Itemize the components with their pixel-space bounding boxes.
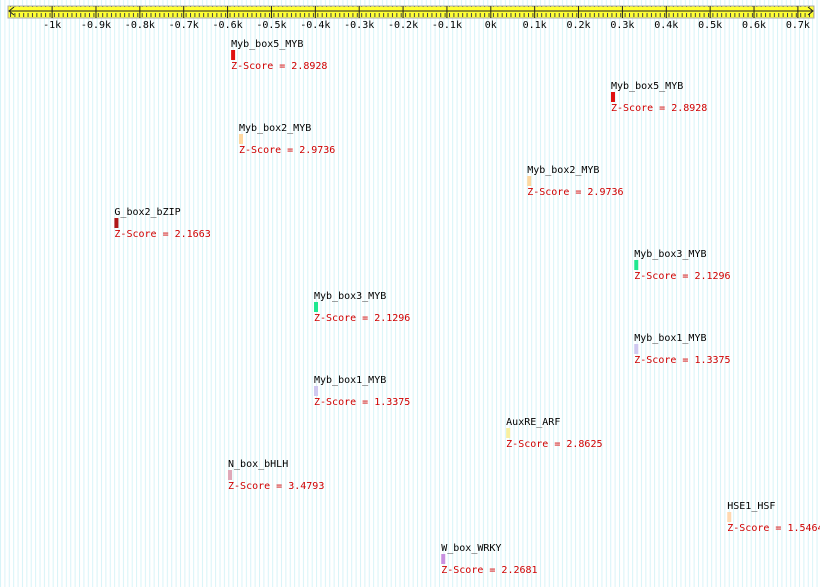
feature-name: Myb_box5_MYB <box>611 81 683 92</box>
feature-mark <box>228 470 233 480</box>
feature-name: AuxRE_ARF <box>506 417 560 428</box>
feature-mark <box>727 512 732 522</box>
z-score: Z-Score = 3.4793 <box>228 481 324 492</box>
tick-label: -0.9k <box>81 20 111 31</box>
feature-name: Myb_box1_MYB <box>634 333 706 344</box>
tick-label: -0.4k <box>300 20 330 31</box>
tick-label: -0.8k <box>125 20 155 31</box>
feature-mark <box>506 428 511 438</box>
feature-mark <box>238 134 243 144</box>
feature-mark <box>314 302 319 312</box>
tick-label: -0.1k <box>432 20 462 31</box>
z-score: Z-Score = 2.8928 <box>231 61 327 72</box>
feature-mark <box>634 260 639 270</box>
feature-mark <box>231 50 236 60</box>
feature-name: Myb_box5_MYB <box>231 39 303 50</box>
ruler-arrows <box>8 6 814 16</box>
z-score: Z-Score = 2.9736 <box>239 145 335 156</box>
tick-label: 0k <box>485 20 497 31</box>
tick-label: -0.7k <box>169 20 199 31</box>
z-score: Z-Score = 2.8625 <box>506 439 602 450</box>
tick-label: 0.1k <box>523 20 547 31</box>
ruler <box>7 5 815 19</box>
z-score: Z-Score = 2.1296 <box>314 313 410 324</box>
feature-name: Myb_box3_MYB <box>634 249 706 260</box>
z-score: Z-Score = 1.3375 <box>634 355 730 366</box>
tick-label: -0.5k <box>256 20 286 31</box>
z-score: Z-Score = 2.2681 <box>441 565 537 576</box>
feature-name: Myb_box2_MYB <box>239 123 311 134</box>
tick-label: 0.2k <box>566 20 590 31</box>
feature-mark <box>527 176 532 186</box>
tick-label: -0.2k <box>388 20 418 31</box>
tick-label: -0.3k <box>344 20 374 31</box>
tick-label: -1k <box>43 20 61 31</box>
z-score: Z-Score = 1.5464 <box>727 523 820 534</box>
feature-name: G_box2_bZIP <box>114 207 180 218</box>
z-score: Z-Score = 2.9736 <box>527 187 623 198</box>
feature-mark <box>634 344 639 354</box>
z-score: Z-Score = 2.1296 <box>634 271 730 282</box>
tick-label: 0.5k <box>698 20 722 31</box>
tick-label: 0.6k <box>742 20 766 31</box>
feature-mark <box>441 554 446 564</box>
feature-mark <box>611 92 616 102</box>
feature-name: Myb_box1_MYB <box>314 375 386 386</box>
tick-label: -0.6k <box>213 20 243 31</box>
feature-name: HSE1_HSF <box>727 501 775 512</box>
z-score: Z-Score = 2.8928 <box>611 103 707 114</box>
tick-label: 0.3k <box>610 20 634 31</box>
feature-mark <box>114 218 119 228</box>
feature-name: N_box_bHLH <box>228 459 288 470</box>
tick-label: 0.4k <box>654 20 678 31</box>
z-score: Z-Score = 1.3375 <box>314 397 410 408</box>
feature-mark <box>314 386 319 396</box>
z-score: Z-Score = 2.1663 <box>114 229 210 240</box>
tick-label: 0.7k <box>786 20 810 31</box>
feature-name: W_box_WRKY <box>441 543 501 554</box>
feature-name: Myb_box2_MYB <box>527 165 599 176</box>
feature-name: Myb_box3_MYB <box>314 291 386 302</box>
